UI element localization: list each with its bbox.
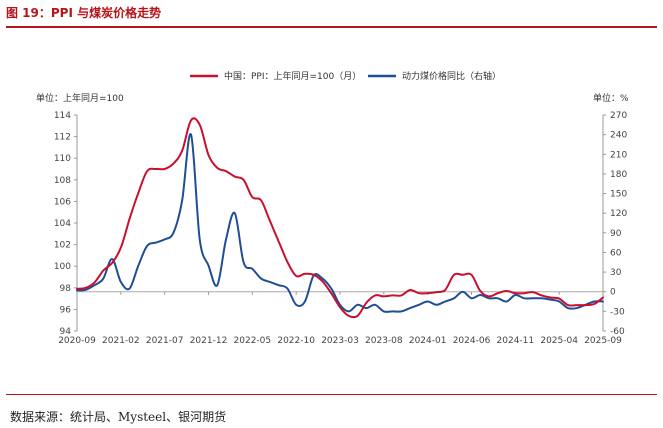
right-tick-label: 150	[610, 190, 627, 200]
x-tick-label: 2024-01	[409, 336, 447, 346]
source-note: 数据来源：统计局、Mysteel、银河期货	[10, 410, 227, 424]
right-tick-label: 60	[610, 248, 622, 258]
series-line-ppi	[76, 117, 604, 319]
x-tick-label: 2024-11	[497, 336, 535, 346]
right-tick-label: 120	[610, 209, 627, 219]
x-tick-label: 2021-07	[146, 336, 184, 346]
left-tick-label: 114	[54, 111, 71, 121]
right-axis-unit: 单位：%	[593, 92, 629, 104]
x-tick-label: 2024-06	[453, 336, 491, 346]
right-tick-label: 240	[610, 131, 627, 141]
left-tick-label: 106	[54, 197, 71, 207]
legend: 中国：PPI：上年同月=100（月） 动力煤价格同比（右轴）	[190, 70, 501, 82]
source-rule	[6, 394, 657, 395]
x-tick-label: 2021-02	[102, 336, 140, 346]
right-tick-label: 210	[610, 150, 627, 160]
x-tick-label: 2022-05	[234, 336, 272, 346]
left-tick-label: 112	[54, 133, 71, 143]
left-tick-label: 98	[60, 284, 72, 294]
right-tick-label: -60	[610, 327, 625, 337]
right-tick-label: -30	[610, 307, 625, 317]
legend-coal-label: 动力煤价格同比（右轴）	[402, 70, 501, 82]
title-rule	[6, 26, 657, 28]
tick-labels: 94 96 98 100 102 104 106 108 110 112 114 -60 -30 0 30 6…	[54, 111, 628, 346]
x-tick-label: 2025-04	[540, 336, 578, 346]
right-tick-label: 180	[610, 170, 627, 180]
axes	[74, 114, 606, 332]
right-tick-label: 270	[610, 111, 627, 121]
x-tick-label: 2023-03	[321, 336, 359, 346]
x-tick-label: 2020-09	[58, 336, 96, 346]
right-tick-label: 90	[610, 229, 622, 239]
left-tick-label: 110	[54, 154, 71, 164]
x-tick-label: 2023-08	[365, 336, 403, 346]
right-tick-label: 30	[610, 268, 622, 278]
x-tick-label: 2022-10	[277, 336, 315, 346]
x-tick-label: 2021-12	[190, 336, 228, 346]
left-tick-label: 104	[54, 219, 71, 229]
series-lines	[76, 117, 604, 319]
right-tick-label: 0	[610, 288, 616, 298]
left-tick-label: 100	[54, 262, 71, 272]
left-tick-label: 94	[60, 327, 72, 337]
legend-ppi-label: 中国：PPI：上年同月=100（月）	[224, 70, 361, 82]
left-tick-label: 102	[54, 241, 71, 251]
figure-title: 图 19：PPI 与煤炭价格走势	[6, 6, 162, 20]
left-tick-label: 108	[54, 176, 71, 186]
left-axis-unit: 单位：上年同月=100	[36, 92, 124, 104]
ppi-coal-chart: 中国：PPI：上年同月=100（月） 动力煤价格同比（右轴） 单位：上年同月=1…	[36, 70, 629, 346]
series-line-coal	[76, 133, 604, 313]
x-tick-label: 2025-09	[584, 336, 622, 346]
left-tick-label: 96	[60, 305, 72, 315]
